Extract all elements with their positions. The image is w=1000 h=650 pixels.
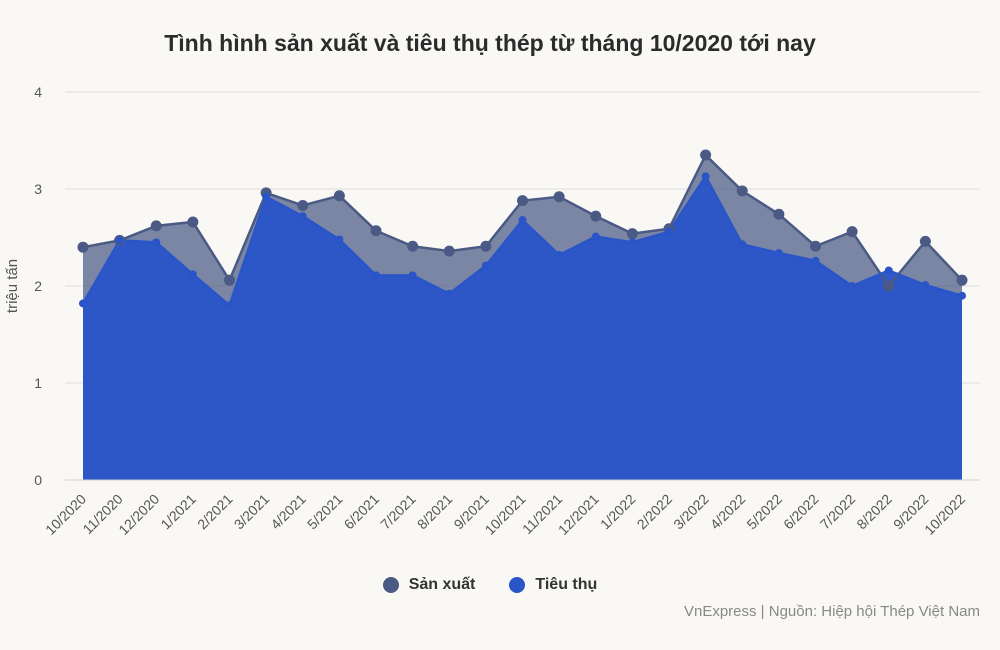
- point-consumption-6/2022: [811, 256, 820, 265]
- point-production-10/2020: [77, 241, 89, 253]
- point-consumption-12/2020: [152, 238, 161, 247]
- point-consumption-3/2021: [262, 192, 271, 201]
- point-consumption-10/2022: [958, 291, 966, 300]
- point-consumption-10/2021: [518, 216, 527, 225]
- point-consumption-1/2022: [628, 238, 637, 247]
- y-tick-label-1: 1: [34, 375, 42, 391]
- legend-item-consumption[interactable]: Tiêu thụ: [509, 576, 597, 594]
- point-production-11/2021: [553, 191, 565, 203]
- x-tick-label-7/2022: 7/2022: [817, 491, 859, 533]
- point-production-9/2021: [480, 240, 492, 252]
- point-production-8/2022: [883, 280, 895, 292]
- point-consumption-1/2021: [188, 270, 197, 279]
- point-consumption-9/2022: [921, 281, 930, 290]
- point-consumption-6/2021: [372, 271, 380, 280]
- x-tick-label-1/2022: 1/2022: [597, 491, 639, 533]
- point-consumption-7/2021: [408, 271, 417, 280]
- point-consumption-2/2022: [665, 227, 673, 236]
- point-production-7/2021: [407, 240, 419, 252]
- point-production-5/2022: [773, 208, 785, 220]
- x-tick-label-2/2022: 2/2022: [634, 491, 676, 533]
- legend-label-consumption: Tiêu thụ: [535, 576, 598, 593]
- chart-title: Tình hình sản xuất và tiêu thụ thép từ t…: [164, 30, 816, 56]
- x-tick-label-8/2021: 8/2021: [414, 491, 456, 533]
- legend-marker-consumption: [509, 577, 526, 593]
- y-axis-title: triệu tấn: [4, 259, 21, 313]
- point-production-3/2022: [700, 149, 712, 161]
- x-tick-label-12/2021: 12/2021: [555, 491, 602, 538]
- x-tick-label-8/2022: 8/2022: [853, 491, 895, 533]
- point-consumption-5/2021: [335, 235, 344, 244]
- point-production-12/2021: [590, 210, 602, 222]
- area-consumption: [83, 176, 962, 480]
- legend: Sản xuất Tiêu thụ: [0, 576, 980, 594]
- legend-marker-production: [382, 577, 399, 593]
- point-consumption-8/2022: [884, 266, 893, 275]
- point-production-10/2022: [956, 274, 968, 286]
- x-tick-label-12/2020: 12/2020: [115, 491, 162, 538]
- x-tick-label-10/2022: 10/2022: [921, 491, 968, 538]
- point-consumption-5/2022: [774, 249, 783, 258]
- x-tick-label-1/2021: 1/2021: [157, 491, 199, 533]
- x-tick-label-2/2021: 2/2021: [194, 491, 236, 533]
- x-tick-label-5/2021: 5/2021: [304, 491, 346, 533]
- source-credit: VnExpress | Nguồn: Hiệp hội Thép Việt Na…: [683, 603, 980, 620]
- point-consumption-10/2020: [79, 299, 87, 308]
- point-production-6/2022: [810, 240, 821, 252]
- point-consumption-4/2022: [738, 240, 747, 249]
- point-production-12/2020: [150, 220, 162, 232]
- x-tick-label-7/2021: 7/2021: [377, 491, 419, 533]
- x-tick-label-10/2020: 10/2020: [42, 491, 89, 538]
- point-consumption-12/2021: [591, 232, 600, 241]
- point-production-9/2022: [919, 235, 931, 247]
- point-production-6/2021: [370, 225, 382, 237]
- point-consumption-7/2022: [848, 282, 857, 290]
- point-production-4/2021: [297, 199, 309, 211]
- y-tick-label-3: 3: [34, 181, 42, 197]
- point-consumption-8/2021: [445, 289, 454, 298]
- point-consumption-3/2022: [701, 172, 710, 181]
- point-production-7/2022: [846, 226, 858, 238]
- point-production-2/2021: [224, 274, 235, 286]
- y-tick-label-4: 4: [34, 84, 42, 100]
- x-tick-label-5/2022: 5/2022: [743, 491, 785, 533]
- x-tick-label-4/2022: 4/2022: [707, 491, 749, 533]
- x-tick-label-10/2021: 10/2021: [482, 491, 529, 538]
- point-consumption-2/2021: [225, 301, 234, 310]
- point-production-5/2021: [333, 190, 345, 202]
- y-tick-label-0: 0: [34, 472, 42, 488]
- point-production-10/2021: [517, 195, 528, 207]
- legend-label-production: Sản xuất: [408, 576, 476, 593]
- x-tick-label-4/2021: 4/2021: [267, 491, 309, 533]
- point-consumption-11/2020: [115, 236, 124, 245]
- point-consumption-4/2021: [298, 212, 307, 221]
- point-production-1/2022: [626, 228, 638, 240]
- x-tick-label-3/2022: 3/2022: [670, 491, 712, 533]
- point-consumption-11/2021: [555, 250, 564, 259]
- point-production-1/2021: [187, 216, 199, 228]
- point-consumption-9/2021: [481, 261, 490, 270]
- x-tick-label-3/2021: 3/2021: [231, 491, 273, 533]
- point-production-4/2022: [736, 185, 748, 197]
- y-tick-label-2: 2: [34, 278, 42, 294]
- legend-item-production[interactable]: Sản xuất: [382, 576, 476, 594]
- x-tick-label-6/2022: 6/2022: [780, 491, 822, 533]
- x-tick-label-6/2021: 6/2021: [341, 491, 383, 533]
- point-production-8/2021: [443, 245, 455, 257]
